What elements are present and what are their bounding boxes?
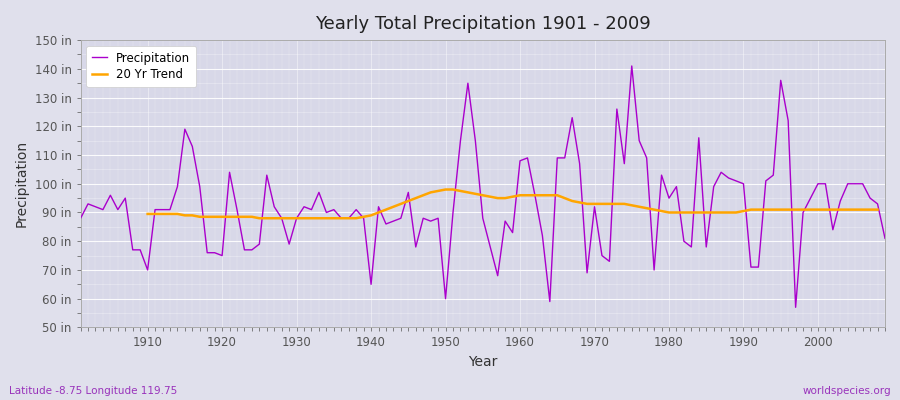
Text: worldspecies.org: worldspecies.org xyxy=(803,386,891,396)
Text: Latitude -8.75 Longitude 119.75: Latitude -8.75 Longitude 119.75 xyxy=(9,386,177,396)
Precipitation xyxy=(135,248,146,252)
20 Yr Trend xyxy=(440,187,451,192)
Legend: Precipitation, 20 Yr Trend: Precipitation, 20 Yr Trend xyxy=(86,46,196,87)
Precipitation xyxy=(879,236,890,241)
Precipitation xyxy=(626,64,637,68)
Precipitation xyxy=(604,259,615,264)
Precipitation xyxy=(515,158,526,163)
20 Yr Trend xyxy=(343,216,354,221)
Precipitation xyxy=(76,216,86,221)
20 Yr Trend xyxy=(731,210,742,215)
Precipitation xyxy=(790,305,801,310)
Line: 20 Yr Trend: 20 Yr Trend xyxy=(148,190,878,218)
20 Yr Trend xyxy=(374,210,384,215)
Precipitation xyxy=(299,204,310,209)
Precipitation xyxy=(343,216,354,221)
Title: Yearly Total Precipitation 1901 - 2009: Yearly Total Precipitation 1901 - 2009 xyxy=(315,15,651,33)
X-axis label: Year: Year xyxy=(468,355,498,369)
20 Yr Trend xyxy=(872,207,883,212)
20 Yr Trend xyxy=(321,216,332,221)
Line: Precipitation: Precipitation xyxy=(81,66,885,307)
20 Yr Trend xyxy=(544,193,555,198)
Precipitation xyxy=(508,230,518,235)
20 Yr Trend xyxy=(254,216,265,221)
20 Yr Trend xyxy=(522,193,533,198)
20 Yr Trend xyxy=(142,212,153,216)
Y-axis label: Precipitation: Precipitation xyxy=(15,140,29,227)
